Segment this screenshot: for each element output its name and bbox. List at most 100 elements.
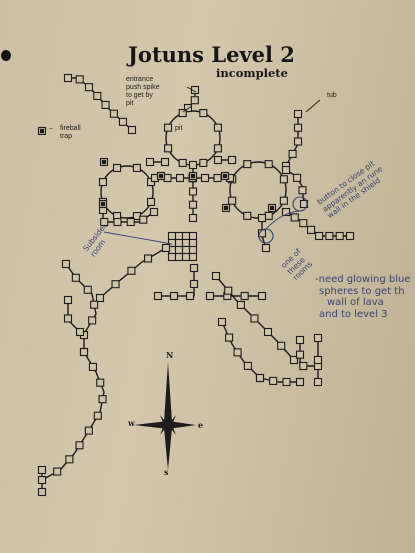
room-cell (109, 109, 118, 118)
room-cell (146, 197, 156, 206)
room-cell (188, 200, 198, 209)
room-cell (126, 217, 135, 227)
room-cell (293, 109, 303, 119)
room-cell (96, 378, 105, 387)
room-cell (84, 426, 93, 435)
label-to-get-by: to get by (126, 92, 153, 99)
room-cell (213, 173, 222, 183)
room-cell (90, 300, 99, 309)
room-cell (167, 252, 177, 262)
room-cell (299, 219, 308, 228)
room-cell (83, 285, 92, 294)
room-cell (211, 271, 221, 281)
room-cell (295, 377, 305, 387)
room-cell (289, 355, 299, 365)
compass-needle-south (164, 428, 172, 470)
room-cell (236, 300, 245, 309)
room-cell (213, 144, 222, 153)
room-cell (98, 178, 108, 187)
room-cell (257, 291, 267, 301)
room-cell (313, 333, 323, 343)
room-cell (37, 475, 47, 485)
compass-needle-west (134, 421, 168, 429)
room-cell (160, 157, 170, 167)
room-cell (63, 73, 73, 83)
room-cell (188, 231, 198, 241)
legend-trap: trap (60, 133, 73, 140)
room-cell (243, 160, 252, 169)
room-cell (313, 377, 323, 387)
trap-dot (222, 173, 228, 179)
compass-west: w (128, 418, 135, 428)
room-cell (79, 347, 89, 357)
octagon-corridor (100, 165, 154, 219)
trap-dot (100, 201, 106, 207)
room-cell (164, 144, 173, 153)
corridor (41, 351, 105, 481)
room-cell (257, 213, 267, 223)
room-cell (163, 173, 172, 183)
room-cell (188, 213, 198, 223)
room-cell (188, 187, 198, 196)
room-cell (295, 350, 305, 359)
room-cell (240, 291, 249, 301)
room-cell (279, 175, 288, 184)
room-cell (139, 215, 148, 224)
room-cell (189, 263, 199, 273)
room-cell (153, 291, 163, 301)
room-cell (118, 117, 128, 126)
room-cell (243, 361, 252, 370)
room-cell (132, 163, 141, 173)
room-cell (325, 231, 334, 241)
room-cells (37, 73, 355, 497)
room-cell (205, 291, 215, 301)
note-lava-wall: -need glowing blue spheres to get th wal… (315, 274, 411, 320)
trap-dot (101, 159, 107, 165)
room-cell (63, 295, 73, 305)
room-cell (181, 238, 191, 248)
room-cell (93, 411, 102, 420)
room-cell (313, 355, 323, 365)
room-cell (233, 348, 242, 357)
room-cell (174, 252, 184, 262)
room-cell (293, 123, 303, 132)
room-cell (315, 231, 324, 241)
room-cell (63, 314, 73, 323)
octagon-corridor (165, 110, 221, 166)
compass-needle-east (168, 421, 196, 429)
compass-south: s (164, 467, 169, 477)
octagon-corridor (229, 161, 287, 219)
room-cell (181, 245, 191, 255)
room-cell (169, 291, 179, 301)
room-cell (127, 266, 136, 275)
room-cell (145, 157, 155, 167)
room-cell (293, 137, 303, 146)
room-cell (88, 362, 97, 371)
room-cell (199, 158, 208, 167)
label-tub: tub (327, 92, 337, 99)
room-cell (345, 231, 355, 241)
label-push-spike: push spike (126, 84, 160, 91)
room-cell (98, 395, 107, 404)
room-cell (295, 335, 305, 345)
room-cell (75, 327, 85, 337)
trap-dot (190, 173, 196, 179)
room-cell (174, 231, 184, 241)
room-cell (250, 314, 259, 323)
room-cell (281, 207, 291, 217)
room-cell (217, 317, 227, 327)
room-cell (279, 196, 288, 205)
room-cell (65, 455, 74, 464)
room-cell (224, 286, 233, 295)
room-cell (298, 186, 307, 195)
room-cell (188, 252, 198, 262)
room-cell (293, 173, 302, 182)
room-cell (264, 160, 273, 169)
room-cell (200, 173, 210, 183)
room-cell (88, 316, 97, 325)
room-cell (95, 293, 105, 303)
trap-dot (158, 173, 164, 179)
corridor (259, 377, 301, 383)
subsided-pointer (103, 231, 173, 245)
room-cell (281, 165, 291, 175)
